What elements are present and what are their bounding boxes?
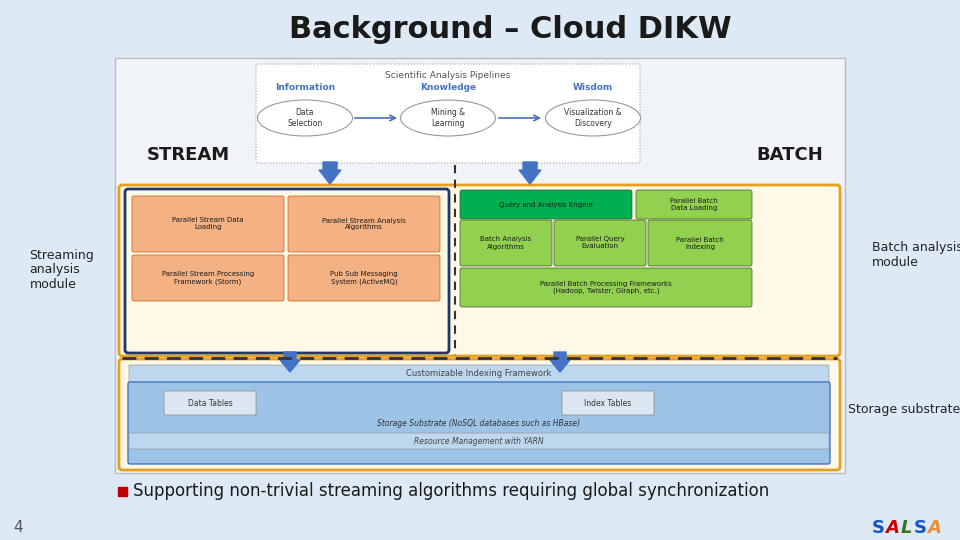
FancyBboxPatch shape <box>648 220 752 266</box>
Text: STREAM: STREAM <box>147 146 229 164</box>
Text: Streaming
analysis
module: Streaming analysis module <box>30 248 94 292</box>
Text: BATCH: BATCH <box>756 146 824 164</box>
Text: Batch Analysis
Algorithms: Batch Analysis Algorithms <box>480 237 532 249</box>
FancyBboxPatch shape <box>125 189 449 353</box>
Text: Scientific Analysis Pipelines: Scientific Analysis Pipelines <box>385 71 511 80</box>
Text: A: A <box>927 519 941 537</box>
Text: Background – Cloud DIKW: Background – Cloud DIKW <box>289 16 732 44</box>
FancyBboxPatch shape <box>460 190 632 219</box>
Text: Resource Management with YARN: Resource Management with YARN <box>414 436 543 446</box>
Text: Supporting non-trivial streaming algorithms requiring global synchronization: Supporting non-trivial streaming algorit… <box>133 482 769 500</box>
FancyBboxPatch shape <box>128 382 830 464</box>
Text: A: A <box>885 519 899 537</box>
FancyBboxPatch shape <box>636 190 752 219</box>
Text: Parallel Batch
Data Loading: Parallel Batch Data Loading <box>670 198 718 211</box>
FancyBboxPatch shape <box>115 58 845 473</box>
FancyArrow shape <box>550 352 570 372</box>
Text: 4: 4 <box>13 521 23 536</box>
Text: Parallel Query
Evaluation: Parallel Query Evaluation <box>576 237 624 249</box>
Text: Pub Sub Messaging
System (ActiveMQ): Pub Sub Messaging System (ActiveMQ) <box>330 271 397 285</box>
Text: Parallel Stream Processing
Framework (Storm): Parallel Stream Processing Framework (St… <box>162 271 254 285</box>
FancyBboxPatch shape <box>288 255 440 301</box>
FancyBboxPatch shape <box>554 220 646 266</box>
Text: Data Tables: Data Tables <box>187 399 232 408</box>
Text: Data
Selection: Data Selection <box>287 109 323 127</box>
Text: Batch analysis
module: Batch analysis module <box>872 241 960 269</box>
Text: Parallel Stream Analysis
Algorithms: Parallel Stream Analysis Algorithms <box>322 218 406 231</box>
Text: Wisdom: Wisdom <box>573 84 613 92</box>
FancyBboxPatch shape <box>119 185 840 356</box>
Text: Storage substrate: Storage substrate <box>848 403 960 416</box>
Text: Query and Analysis Engine: Query and Analysis Engine <box>499 201 593 207</box>
Text: Information: Information <box>275 84 335 92</box>
FancyBboxPatch shape <box>562 391 654 415</box>
FancyBboxPatch shape <box>132 255 284 301</box>
Text: Storage Substrate (NoSQL databases such as HBase): Storage Substrate (NoSQL databases such … <box>377 420 581 429</box>
Text: S: S <box>914 519 926 537</box>
Text: Parallel Batch
Indexing: Parallel Batch Indexing <box>676 237 724 249</box>
FancyBboxPatch shape <box>288 196 440 252</box>
FancyBboxPatch shape <box>256 64 640 163</box>
Ellipse shape <box>545 100 640 136</box>
Text: Parallel Batch Processing Frameworks
(Hadoop, Twister, Giraph, etc.): Parallel Batch Processing Frameworks (Ha… <box>540 281 672 294</box>
Text: S: S <box>872 519 884 537</box>
FancyBboxPatch shape <box>164 391 256 415</box>
Text: L: L <box>900 519 912 537</box>
FancyBboxPatch shape <box>129 365 829 383</box>
FancyArrow shape <box>319 162 341 184</box>
Text: Parallel Stream Data
Loading: Parallel Stream Data Loading <box>172 218 244 231</box>
FancyBboxPatch shape <box>119 359 840 470</box>
FancyArrow shape <box>519 162 541 184</box>
FancyBboxPatch shape <box>460 268 752 307</box>
FancyBboxPatch shape <box>129 433 829 449</box>
Text: Customizable Indexing Framework: Customizable Indexing Framework <box>406 369 552 379</box>
Text: Knowledge: Knowledge <box>420 84 476 92</box>
Bar <box>118 487 127 496</box>
FancyBboxPatch shape <box>460 220 552 266</box>
FancyBboxPatch shape <box>132 196 284 252</box>
Ellipse shape <box>257 100 352 136</box>
Text: Visualization &
Discovery: Visualization & Discovery <box>564 109 622 127</box>
Ellipse shape <box>400 100 495 136</box>
Text: Mining &
Learning: Mining & Learning <box>431 109 465 127</box>
FancyArrow shape <box>280 352 300 372</box>
Text: Index Tables: Index Tables <box>585 399 632 408</box>
